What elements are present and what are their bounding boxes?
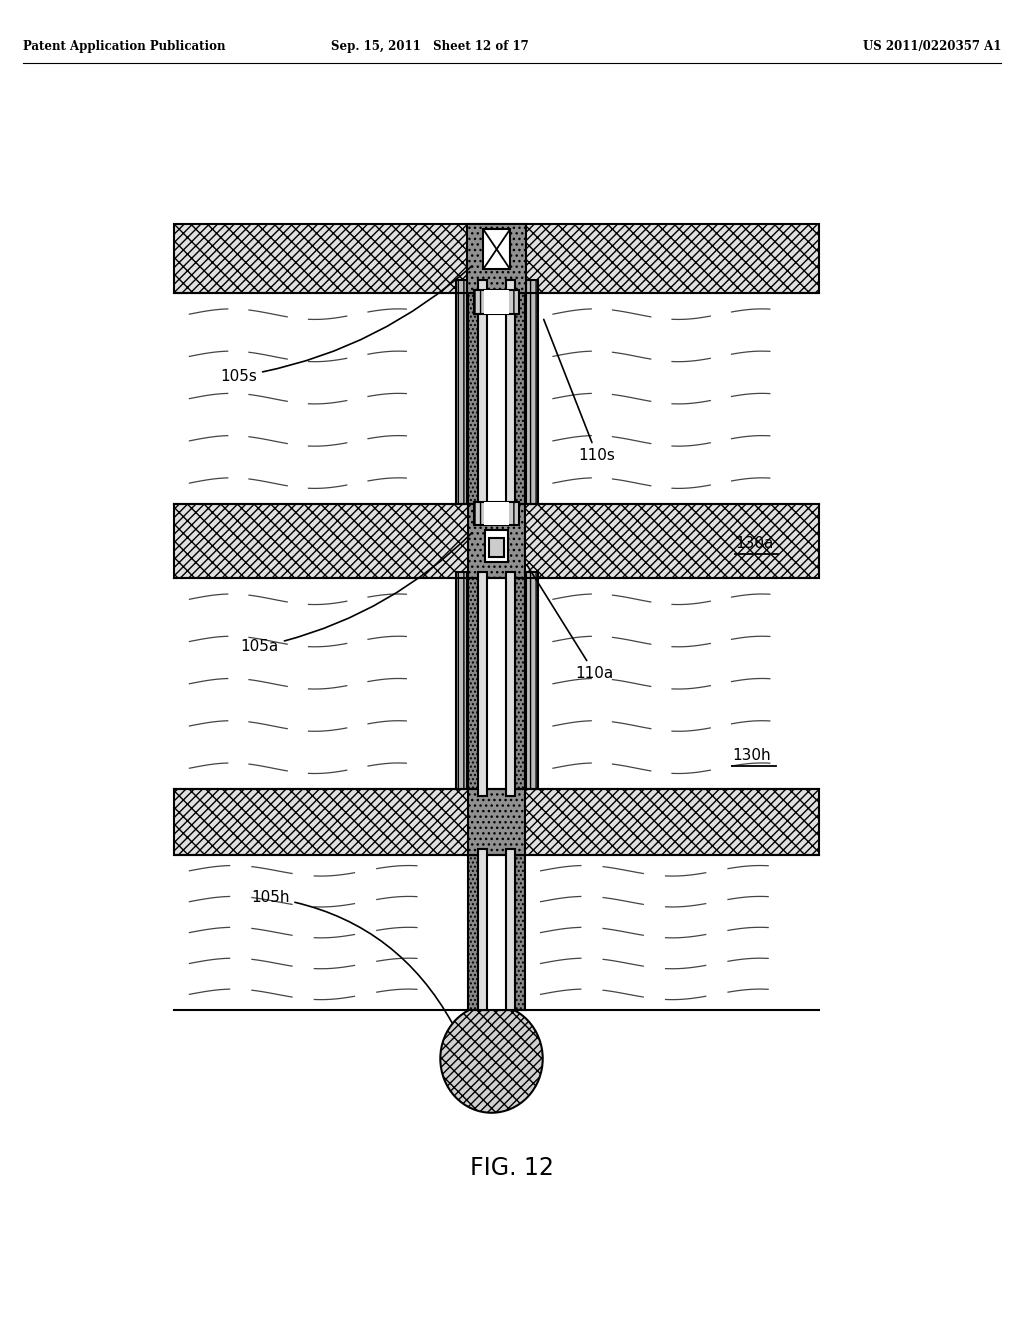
Bar bbox=[468, 789, 525, 855]
Text: Sep. 15, 2011   Sheet 12 of 17: Sep. 15, 2011 Sheet 12 of 17 bbox=[331, 40, 529, 53]
Bar bbox=[485, 531, 508, 562]
Bar bbox=[467, 224, 526, 293]
Text: 105s: 105s bbox=[220, 265, 472, 384]
Bar bbox=[526, 280, 538, 504]
Bar bbox=[474, 502, 519, 525]
Bar bbox=[468, 293, 525, 504]
Bar bbox=[506, 849, 515, 1010]
Bar bbox=[468, 578, 525, 789]
Ellipse shape bbox=[440, 1005, 543, 1113]
Text: US 2011/0220357 A1: US 2011/0220357 A1 bbox=[863, 40, 1001, 53]
Bar bbox=[468, 855, 525, 1010]
Bar bbox=[487, 572, 506, 796]
Bar bbox=[506, 280, 515, 511]
Bar bbox=[484, 502, 509, 525]
Bar bbox=[174, 293, 819, 504]
Bar bbox=[174, 855, 819, 1010]
Bar bbox=[487, 280, 506, 511]
Bar bbox=[526, 572, 538, 789]
Bar bbox=[478, 572, 487, 796]
Bar bbox=[174, 504, 819, 578]
Text: 105a: 105a bbox=[241, 532, 472, 655]
Bar bbox=[487, 849, 506, 1010]
Bar bbox=[483, 230, 510, 269]
Bar bbox=[478, 849, 487, 1010]
Text: Patent Application Publication: Patent Application Publication bbox=[23, 40, 225, 53]
Text: FIG. 12: FIG. 12 bbox=[470, 1156, 554, 1180]
Bar bbox=[468, 504, 525, 578]
Bar bbox=[489, 539, 504, 557]
Text: 110a: 110a bbox=[526, 565, 613, 681]
Bar bbox=[478, 280, 487, 511]
Bar bbox=[174, 578, 819, 789]
Bar bbox=[506, 572, 515, 796]
Text: 105h: 105h bbox=[251, 890, 453, 1023]
Text: 130a: 130a bbox=[735, 536, 773, 552]
Bar bbox=[456, 572, 467, 789]
Text: 110s: 110s bbox=[544, 319, 615, 463]
Bar bbox=[456, 280, 467, 504]
Bar bbox=[474, 290, 519, 314]
Bar bbox=[484, 290, 509, 314]
Bar bbox=[174, 224, 819, 293]
Text: 130h: 130h bbox=[732, 747, 771, 763]
Bar bbox=[174, 789, 819, 855]
